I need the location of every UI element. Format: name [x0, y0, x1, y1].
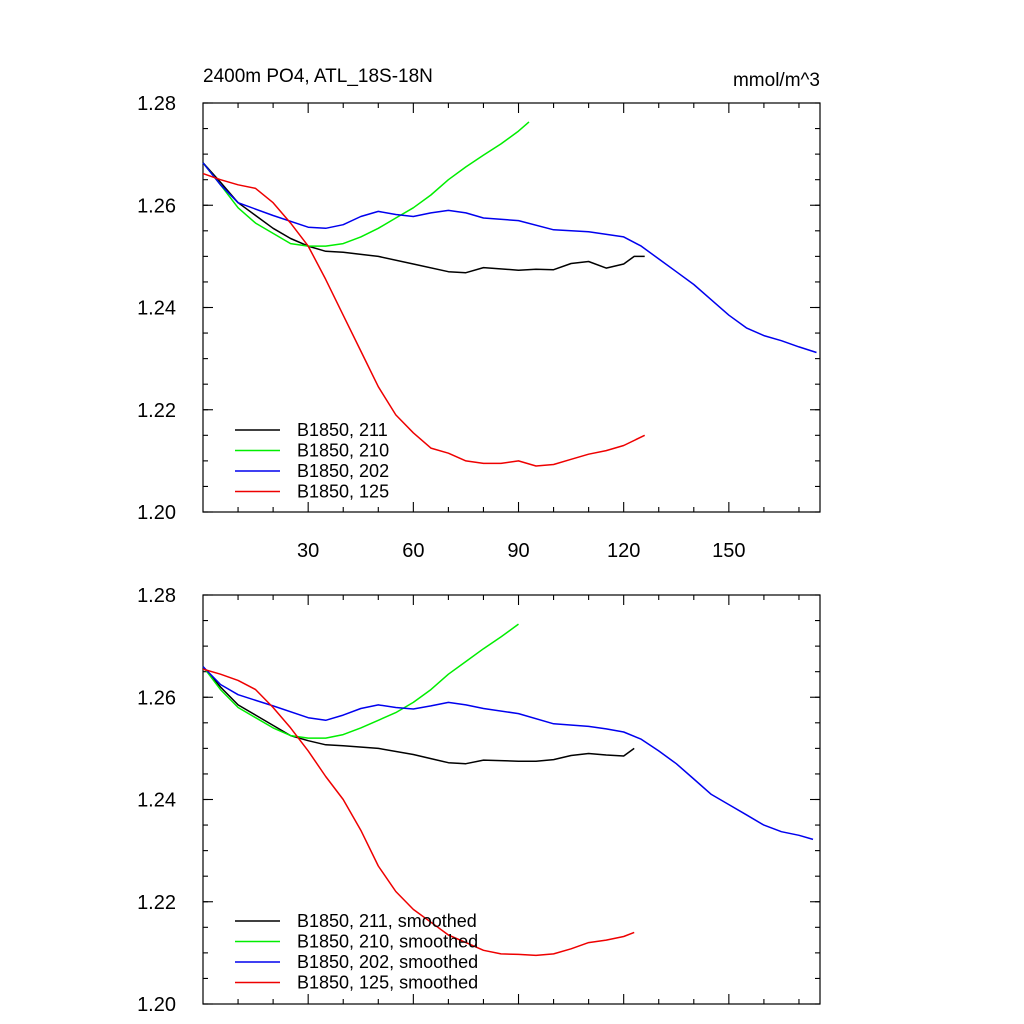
y-tick-label: 1.20: [137, 502, 176, 524]
units-label: mmol/m^3: [733, 70, 820, 91]
legend-label: B1850, 210: [297, 441, 389, 461]
x-tick-label: 120: [607, 540, 640, 562]
y-tick-label: 1.24: [137, 298, 176, 320]
x-tick-label: 150: [712, 540, 745, 562]
bottom-chart-panel: 1.20 1.22 1.24 1.26 1.28 B1850, 211, smoothed…: [137, 585, 821, 1016]
y-tick-label: 1.28: [137, 93, 176, 115]
series-line-3: [202, 668, 635, 957]
y-tick-label: 1.20: [137, 994, 176, 1016]
series-line-1: [202, 121, 530, 247]
series-line-3: [202, 172, 646, 467]
x-tick-label: 30: [297, 540, 319, 562]
plot-frame: [202, 102, 821, 513]
figure-title: 2400m PO4, ATL_18S-18N: [203, 66, 433, 87]
y-tick-label: 1.24: [137, 790, 176, 812]
legend-label: B1850, 210, smoothed: [297, 932, 478, 952]
x-tick-label: 90: [507, 540, 529, 562]
series-line-0: [202, 666, 635, 765]
legend-label: B1850, 125, smoothed: [297, 973, 478, 993]
y-tick-label: 1.22: [137, 400, 176, 422]
x-tick-label: 60: [402, 540, 424, 562]
legend-label: B1850, 211: [297, 420, 388, 440]
legend-label: B1850, 202: [297, 461, 389, 481]
y-tick-label: 1.26: [137, 195, 176, 217]
y-tick-label: 1.26: [137, 687, 176, 709]
series-line-0: [202, 162, 645, 274]
y-tick-label: 1.22: [137, 892, 176, 914]
legend-label: B1850, 125: [297, 482, 389, 502]
legend-label: B1850, 202, smoothed: [297, 952, 478, 972]
top-chart-panel: 1.20 1.22 1.24 1.26 1.28 30 60 90 120 150 B1850, 2…: [137, 93, 821, 562]
series-line-1: [202, 623, 519, 739]
series-line-2: [202, 162, 817, 354]
y-tick-label: 1.28: [137, 585, 176, 607]
series-line-2: [202, 666, 814, 841]
legend-label: B1850, 211, smoothed: [297, 911, 477, 931]
plot-frame: [202, 594, 821, 1005]
